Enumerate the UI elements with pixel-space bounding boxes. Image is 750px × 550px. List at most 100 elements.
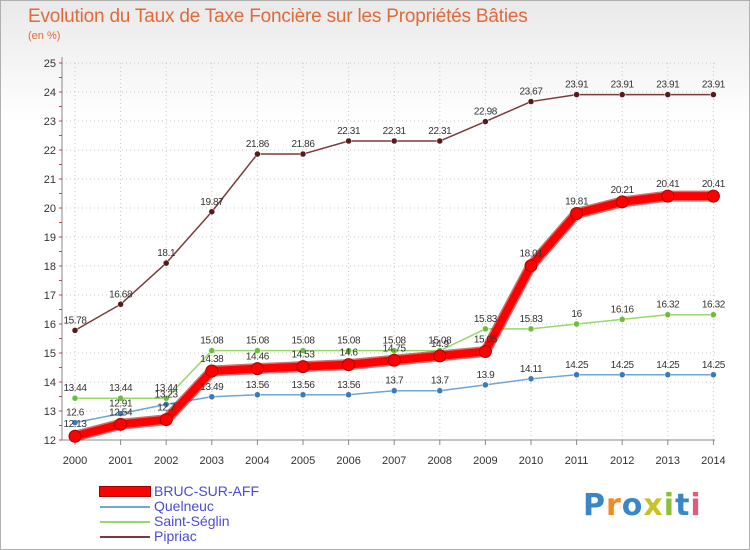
data-label: 13.56 [337,380,361,391]
data-label: 15.08 [337,336,361,347]
data-point [68,429,82,443]
legend-swatch [100,536,150,538]
data-point [573,371,580,378]
data-label: 20.41 [702,179,726,190]
x-tick-label: 2014 [701,455,725,467]
data-label: 15.08 [291,336,315,347]
data-label: 23.67 [519,87,543,98]
x-tick-label: 2009 [473,455,497,467]
data-point [159,413,173,427]
data-point [482,118,489,125]
data-label: 19.81 [565,197,589,208]
data-point [299,347,307,354]
data-point [299,150,307,158]
x-tick-label: 2013 [656,455,680,467]
data-point [573,91,580,98]
y-tick-label: 23 [44,116,56,128]
x-tick-label: 2012 [610,455,634,467]
data-point [573,320,580,328]
data-label: 21.86 [291,139,315,150]
data-point [570,207,584,221]
data-point [433,349,447,363]
data-point [618,371,626,378]
data-label: 15.05 [474,335,498,346]
data-label: 14.25 [611,360,635,371]
data-label: 14.46 [246,352,270,363]
data-label: 21.86 [246,139,270,150]
x-tick-label: 2000 [63,455,87,467]
y-tick-label: 14 [44,377,56,389]
data-point [524,259,538,273]
data-label: 13.9 [476,370,495,381]
data-label: 14.9 [431,339,450,350]
data-point [390,387,398,394]
data-label: 15.08 [383,336,407,347]
x-tick-label: 2010 [519,455,543,467]
data-point [162,401,170,408]
x-tick-label: 2007 [382,455,406,467]
data-point [478,345,492,359]
data-label: 13.7 [385,376,404,387]
data-point [296,360,310,374]
chart-title: Evolution du Taux de Taxe Foncière sur l… [28,6,528,27]
data-label: 15.08 [200,336,224,347]
x-tick-label: 2002 [154,455,178,467]
data-label: 22.31 [337,126,361,137]
data-point [71,327,79,334]
legend-label: BRUC-SUR-AFF [154,483,259,499]
data-point [208,393,216,401]
data-point [345,347,352,354]
series-group [68,91,720,443]
data-label: 18.1 [157,248,176,259]
axes: 12 13 14 15 16 17 18 19 20 21 22 23 24 25 2000 2001 2002… [44,57,726,467]
data-point [117,410,124,417]
data-point [618,91,626,98]
data-label: 13.56 [246,380,270,391]
data-point [527,375,535,383]
data-point [345,137,352,145]
data-point [254,391,261,399]
data-point [162,259,170,267]
data-label: 18.01 [519,249,543,260]
data-label: 13.49 [200,382,224,393]
data-point [436,387,444,394]
data-label: 19.87 [200,197,224,208]
data-label: 23.91 [702,80,726,91]
chart-unit-label: (en %) [28,30,61,42]
data-label: 16.32 [656,300,680,311]
data-label: 12.7 [157,403,176,414]
data-label: 14.25 [702,360,726,371]
y-tick-label: 18 [44,261,56,273]
data-point [390,137,398,145]
data-point [436,137,444,145]
legend-swatch [100,487,150,496]
y-tick-label: 21 [44,174,56,186]
y-tick-label: 15 [44,348,56,360]
y-tick-label: 17 [44,290,56,302]
data-label: 23.91 [656,80,680,91]
x-tick-label: 2003 [200,455,224,467]
data-point [205,364,219,378]
data-point [208,347,216,354]
data-label: 15.83 [519,314,543,325]
data-point [71,394,79,402]
legend-label: Pipriac [154,528,197,544]
data-label: 23.91 [611,80,635,91]
x-tick-label: 2004 [245,455,269,467]
data-label: 14.6 [340,348,359,359]
y-tick-label: 16 [44,319,56,331]
data-label: 14.75 [383,343,407,354]
data-point [299,391,307,399]
x-tick-label: 2008 [428,455,452,467]
data-point [661,189,675,203]
data-label: 22.31 [383,126,407,137]
legend-swatch [100,506,150,508]
data-point [710,311,717,318]
data-point [114,417,128,431]
data-point [117,394,124,402]
y-tick-label: 24 [44,87,56,99]
data-point [664,91,672,98]
data-point [342,358,356,372]
data-label: 15.08 [246,336,270,347]
data-point [710,91,717,98]
